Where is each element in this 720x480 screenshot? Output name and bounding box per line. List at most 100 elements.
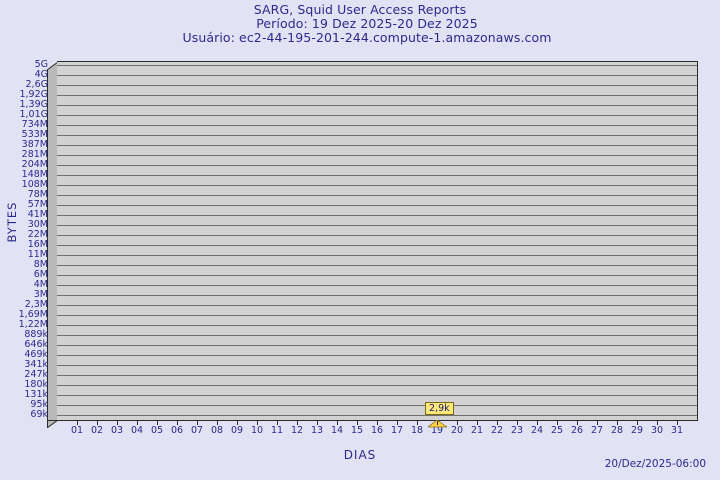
gridline	[57, 65, 697, 66]
gridline	[57, 185, 697, 186]
gridline	[57, 215, 697, 216]
x-tick-label: 28	[610, 425, 624, 436]
y-tick-label: 2,3M	[24, 299, 48, 310]
x-tick-mark	[317, 421, 318, 425]
y-tick-label: 3M	[33, 289, 48, 300]
x-tick-mark	[437, 421, 438, 425]
report-period: Período: 19 Dez 2025-20 Dez 2025	[256, 16, 478, 31]
gridline	[57, 235, 697, 236]
x-tick-label: 24	[530, 425, 544, 436]
y-axis-ticks: 5G 4G 2,6G 1,92G 1,39G 1,01G 734M 533M 387M 281M 2…	[0, 0, 48, 480]
gridline	[57, 285, 697, 286]
y-tick-label: 95k	[30, 399, 48, 410]
x-tick-mark	[597, 421, 598, 425]
report-user: Usuário: ec2-44-195-201-244.compute-1.am…	[182, 30, 552, 45]
x-tick-label: 16	[370, 425, 384, 436]
x-tick-mark	[177, 421, 178, 425]
y-tick-label: 22M	[27, 229, 48, 240]
gridline	[57, 85, 697, 86]
plot-3d-side-panel	[47, 62, 58, 428]
gridline	[57, 175, 697, 176]
y-tick-label: 4M	[33, 279, 48, 290]
y-tick-label: 281M	[21, 149, 48, 160]
x-tick-mark	[337, 421, 338, 425]
gridline	[57, 205, 697, 206]
x-tick-mark	[137, 421, 138, 425]
gridline	[57, 405, 697, 406]
y-tick-label: 78M	[27, 189, 48, 200]
y-tick-label: 387M	[21, 139, 48, 150]
y-tick-label: 734M	[21, 119, 48, 130]
gridline	[57, 375, 697, 376]
x-tick-mark	[517, 421, 518, 425]
x-tick-mark	[197, 421, 198, 425]
x-tick-label: 12	[290, 425, 304, 436]
y-tick-label: 180k	[24, 379, 48, 390]
y-tick-label: 2,6G	[25, 79, 48, 90]
x-axis-line	[47, 420, 698, 421]
gridline	[57, 275, 697, 276]
x-tick-label: 03	[110, 425, 124, 436]
gridline	[57, 145, 697, 146]
y-tick-label: 5G	[34, 59, 48, 70]
x-tick-label: 27	[590, 425, 604, 436]
y-tick-label: 108M	[21, 179, 48, 190]
x-tick-label: 07	[190, 425, 204, 436]
gridline	[57, 95, 697, 96]
gridline	[57, 335, 697, 336]
chart-header: SARG, Squid User Access Reports Período:…	[0, 3, 720, 45]
x-tick-label: 19	[430, 425, 444, 436]
plot-area	[57, 62, 698, 420]
y-tick-label: 1,69M	[18, 309, 48, 320]
y-tick-label: 30M	[27, 219, 48, 230]
gridline	[57, 195, 697, 196]
x-tick-mark	[237, 421, 238, 425]
x-tick-label: 22	[490, 425, 504, 436]
x-tick-mark	[217, 421, 218, 425]
x-tick-label: 15	[350, 425, 364, 436]
y-tick-label: 148M	[21, 169, 48, 180]
x-tick-mark	[157, 421, 158, 425]
x-tick-mark	[257, 421, 258, 425]
x-tick-label: 09	[230, 425, 244, 436]
x-tick-mark	[677, 421, 678, 425]
x-tick-mark	[617, 421, 618, 425]
x-tick-mark	[657, 421, 658, 425]
gridline	[57, 135, 697, 136]
y-tick-label: 8M	[33, 259, 48, 270]
x-tick-mark	[377, 421, 378, 425]
x-tick-label: 14	[330, 425, 344, 436]
x-tick-label: 05	[150, 425, 164, 436]
gridline	[57, 345, 697, 346]
x-tick-label: 18	[410, 425, 424, 436]
gridline	[57, 75, 697, 76]
x-tick-label: 29	[630, 425, 644, 436]
x-tick-mark	[297, 421, 298, 425]
y-tick-label: 341k	[24, 359, 48, 370]
y-tick-label: 1,22M	[18, 319, 48, 330]
gridline	[57, 355, 697, 356]
x-tick-label: 02	[90, 425, 104, 436]
x-tick-mark	[77, 421, 78, 425]
x-tick-label: 23	[510, 425, 524, 436]
y-tick-label: 646k	[24, 339, 48, 350]
gridline	[57, 165, 697, 166]
x-tick-mark	[497, 421, 498, 425]
x-tick-label: 20	[450, 425, 464, 436]
x-tick-mark	[477, 421, 478, 425]
x-tick-label: 06	[170, 425, 184, 436]
y-tick-label: 4G	[34, 69, 48, 80]
x-tick-label: 31	[670, 425, 684, 436]
gridline	[57, 245, 697, 246]
y-tick-label: 57M	[27, 199, 48, 210]
plot-top-border	[57, 61, 698, 62]
x-tick-label: 26	[570, 425, 584, 436]
y-tick-label: 469k	[24, 349, 48, 360]
gridline	[57, 365, 697, 366]
data-value-tooltip: 2,9k	[425, 402, 454, 415]
x-tick-label: 13	[310, 425, 324, 436]
x-tick-label: 08	[210, 425, 224, 436]
gridline	[57, 395, 697, 396]
y-tick-label: 16M	[27, 239, 48, 250]
